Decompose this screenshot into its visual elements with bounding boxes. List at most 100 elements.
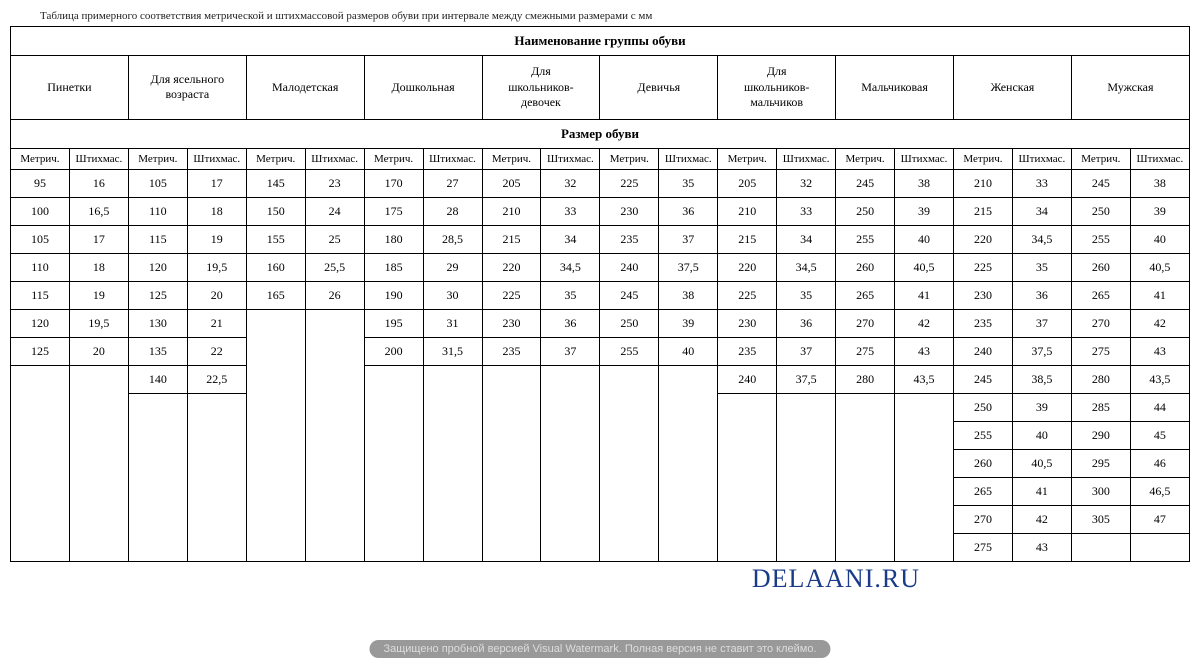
table-cell: 39	[1012, 393, 1071, 421]
top-cut-text: Таблица примерного соответствия метричес…	[10, 10, 1190, 22]
table-cell: 245	[600, 281, 659, 309]
unit-header: Штихмас.	[541, 148, 600, 169]
table-cell: 17	[187, 169, 246, 197]
table-cell: 25,5	[305, 253, 364, 281]
group-header: Пинетки	[11, 56, 129, 120]
table-cell: 37	[777, 337, 836, 365]
table-cell: 44	[1130, 393, 1189, 421]
table-cell: 36	[1012, 281, 1071, 309]
group-header: Девичья	[600, 56, 718, 120]
table-cell: 255	[600, 337, 659, 365]
table-cell: 39	[895, 197, 954, 225]
table-row: 10016,5110181502417528210332303621033250…	[11, 197, 1190, 225]
table-cell: 34	[1012, 197, 1071, 225]
table-cell: 145	[246, 169, 305, 197]
table-cell: 40,5	[895, 253, 954, 281]
unit-header: Метрич.	[364, 148, 423, 169]
table-cell: 270	[954, 505, 1013, 533]
table-cell: 135	[128, 337, 187, 365]
table-cell	[482, 365, 541, 561]
table-cell: 32	[541, 169, 600, 197]
shoe-size-table: Наименование группы обуви ПинеткиДля ясе…	[10, 26, 1190, 562]
table-cell: 230	[482, 309, 541, 337]
table-cell: 23	[305, 169, 364, 197]
table-cell: 165	[246, 281, 305, 309]
table-cell: 36	[777, 309, 836, 337]
table-cell: 25	[305, 225, 364, 253]
table-cell: 110	[128, 197, 187, 225]
unit-header: Штихмас.	[423, 148, 482, 169]
table-cell	[541, 365, 600, 561]
table-cell: 19,5	[187, 253, 246, 281]
table-cell: 37,5	[1012, 337, 1071, 365]
table-cell	[128, 393, 187, 561]
table-cell: 38,5	[1012, 365, 1071, 393]
table-cell: 285	[1071, 393, 1130, 421]
table-cell: 260	[1071, 253, 1130, 281]
table-cell: 34,5	[541, 253, 600, 281]
table-cell: 17	[69, 225, 128, 253]
group-header: Дляшкольников-мальчиков	[718, 56, 836, 120]
table-cell: 200	[364, 337, 423, 365]
table-cell: 170	[364, 169, 423, 197]
table-cell: 275	[1071, 337, 1130, 365]
unit-header: Штихмас.	[1130, 148, 1189, 169]
size-title: Размер обуви	[11, 119, 1190, 148]
unit-header: Штихмас.	[1012, 148, 1071, 169]
table-cell: 260	[836, 253, 895, 281]
table-row: 10517115191552518028,5215342353721534255…	[11, 225, 1190, 253]
table-cell: 225	[482, 281, 541, 309]
table-row: 1101812019,516025,51852922034,524037,522…	[11, 253, 1190, 281]
table-cell: 125	[11, 337, 70, 365]
table-cell: 130	[128, 309, 187, 337]
table-row: 1151912520165261903022535245382253526541…	[11, 281, 1190, 309]
table-cell: 31	[423, 309, 482, 337]
table-cell	[895, 393, 954, 561]
table-cell: 19	[187, 225, 246, 253]
table-cell: 245	[836, 169, 895, 197]
unit-header: Метрич.	[482, 148, 541, 169]
group-header: Женская	[954, 56, 1072, 120]
unit-header: Метрич.	[954, 148, 1013, 169]
table-cell: 250	[1071, 197, 1130, 225]
table-cell: 35	[541, 281, 600, 309]
table-cell: 215	[718, 225, 777, 253]
table-cell: 35	[777, 281, 836, 309]
table-cell: 19	[69, 281, 128, 309]
table-cell: 225	[718, 281, 777, 309]
table-cell: 105	[11, 225, 70, 253]
table-cell: 43	[1012, 533, 1071, 561]
table-cell: 43,5	[895, 365, 954, 393]
table-cell: 265	[954, 477, 1013, 505]
group-header: Мужская	[1071, 56, 1189, 120]
table-cell: 265	[836, 281, 895, 309]
table-cell: 40	[1012, 421, 1071, 449]
table-cell: 37	[659, 225, 718, 253]
table-cell: 27	[423, 169, 482, 197]
table-cell	[1130, 533, 1189, 561]
table-cell: 255	[836, 225, 895, 253]
unit-header: Штихмас.	[187, 148, 246, 169]
unit-header: Метрич.	[246, 148, 305, 169]
unit-header: Штихмас.	[659, 148, 718, 169]
table-cell	[836, 393, 895, 561]
unit-header: Метрич.	[718, 148, 777, 169]
table-cell: 42	[895, 309, 954, 337]
table-cell: 240	[718, 365, 777, 393]
table-cell: 115	[128, 225, 187, 253]
table-cell: 230	[600, 197, 659, 225]
table-cell	[364, 365, 423, 561]
table-cell: 35	[1012, 253, 1071, 281]
table-cell: 140	[128, 365, 187, 393]
table-cell: 220	[718, 253, 777, 281]
table-cell: 255	[954, 421, 1013, 449]
table-cell: 38	[659, 281, 718, 309]
table-cell: 175	[364, 197, 423, 225]
table-cell: 250	[600, 309, 659, 337]
table-cell: 31,5	[423, 337, 482, 365]
unit-header: Штихмас.	[777, 148, 836, 169]
table-cell: 250	[836, 197, 895, 225]
table-cell: 235	[600, 225, 659, 253]
table-cell: 24	[305, 197, 364, 225]
table-cell: 41	[895, 281, 954, 309]
